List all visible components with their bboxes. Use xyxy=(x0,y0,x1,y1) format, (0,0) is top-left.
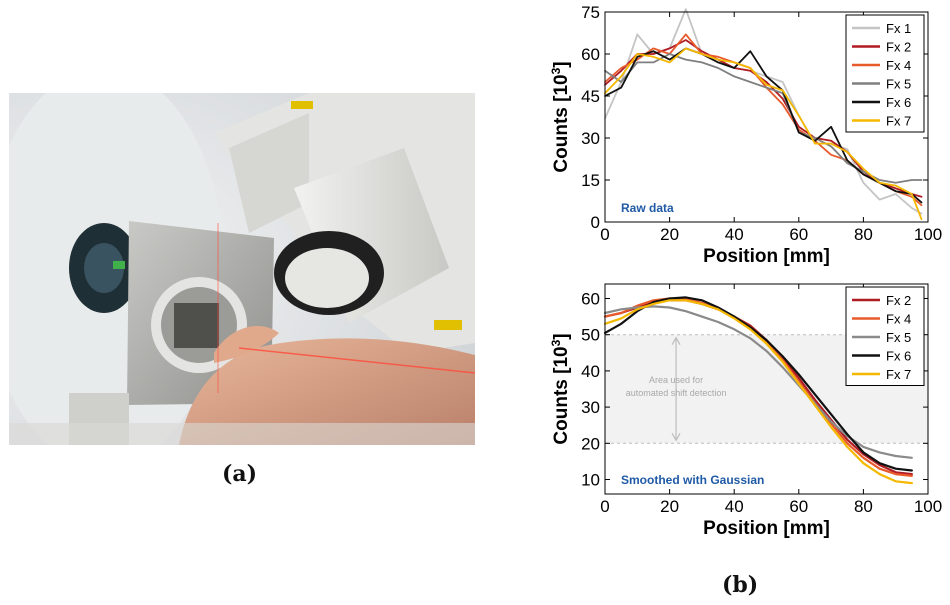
chart1-ytick-label: 45 xyxy=(581,87,600,106)
chart2-ytick-label: 10 xyxy=(581,471,600,490)
chart2-legend-label: Fx 6 xyxy=(886,349,911,364)
photo-illustration xyxy=(9,93,475,445)
chart1-legend-label: Fx 7 xyxy=(886,114,911,129)
chart1-ylabel: Counts [103] xyxy=(549,61,572,172)
chart2-series-fx-6 xyxy=(603,296,913,472)
chart1-legend-box xyxy=(845,14,925,133)
chart1-legend-label: Fx 5 xyxy=(886,77,911,92)
chart1-series-fx-7 xyxy=(604,47,923,221)
chart1-xtick-label: 100 xyxy=(914,225,942,244)
caption-b: (b) xyxy=(722,572,759,598)
chart1-legend-label: Fx 1 xyxy=(886,21,911,36)
caption-a: (a) xyxy=(222,461,258,487)
chart1-series-fx-6 xyxy=(604,47,923,204)
chart2-series-fx-5 xyxy=(603,305,913,459)
chart2-xlabel: Position [mm] xyxy=(703,518,830,539)
raw-data-chart: 0 20 40 60 80 100 0 15 30 45 60 75 Position [mm] Coun… xyxy=(549,3,942,267)
chart1-legend-label: Fx 6 xyxy=(886,95,911,110)
chart1-xtick-label: 60 xyxy=(789,225,808,244)
chart2-region-label: Area used for xyxy=(649,375,703,385)
chart2-ytick-label: 50 xyxy=(581,326,600,345)
chart2-xtick-label: 20 xyxy=(660,497,679,516)
chart1-legend-label: Fx 4 xyxy=(886,58,911,73)
chart1-xtick-label: 80 xyxy=(854,225,873,244)
chart1-ytick-label: 15 xyxy=(581,171,600,190)
chart1-xtick-label: 20 xyxy=(660,225,679,244)
chart2-ylabel: Counts [103] xyxy=(549,333,572,444)
chart2-ytick-label: 30 xyxy=(581,398,600,417)
chart2-xtick-label: 80 xyxy=(854,497,873,516)
chart2-region-label: automated shift detection xyxy=(626,388,727,398)
chart1-ytick-label: 60 xyxy=(581,45,600,64)
chart2-legend-label: Fx 5 xyxy=(886,330,911,345)
chart2-region-arrow-up xyxy=(671,336,681,345)
chart1-xtick-label: 0 xyxy=(600,225,609,244)
chart1-annotation: Raw data xyxy=(621,201,674,215)
chart2-xtick-label: 0 xyxy=(600,497,609,516)
chart1-legend-label: Fx 2 xyxy=(886,40,911,55)
chart2-xtick-label: 100 xyxy=(914,497,942,516)
chart2-ytick-label: 60 xyxy=(581,289,600,308)
chart2-series-fx-7 xyxy=(603,299,913,485)
chart2-legend-label: Fx 2 xyxy=(886,293,911,308)
chart2-ytick-label: 40 xyxy=(581,362,600,381)
chart2-ytick-label: 20 xyxy=(581,434,600,453)
chart2-legend-label: Fx 7 xyxy=(886,367,911,382)
smoothed-chart: Area used for automated shift detection 0 2… xyxy=(549,283,942,539)
linac-photo xyxy=(9,93,475,445)
chart1-xtick-label: 40 xyxy=(725,225,744,244)
chart1-xlabel: Position [mm] xyxy=(703,246,830,267)
chart1-ytick-label: 30 xyxy=(581,129,600,148)
chart2-legend-label: Fx 4 xyxy=(886,312,911,327)
chart2-xtick-label: 40 xyxy=(725,497,744,516)
chart1-plot-frame xyxy=(604,11,929,223)
chart1-ytick-label: 0 xyxy=(591,213,600,232)
chart1-ytick-label: 75 xyxy=(581,3,600,22)
chart2-region-arrow-down xyxy=(671,433,681,442)
chart2-annotation: Smoothed with Gaussian xyxy=(621,473,764,487)
chart2-plot-frame xyxy=(604,283,929,495)
chart2-xtick-label: 60 xyxy=(789,497,808,516)
